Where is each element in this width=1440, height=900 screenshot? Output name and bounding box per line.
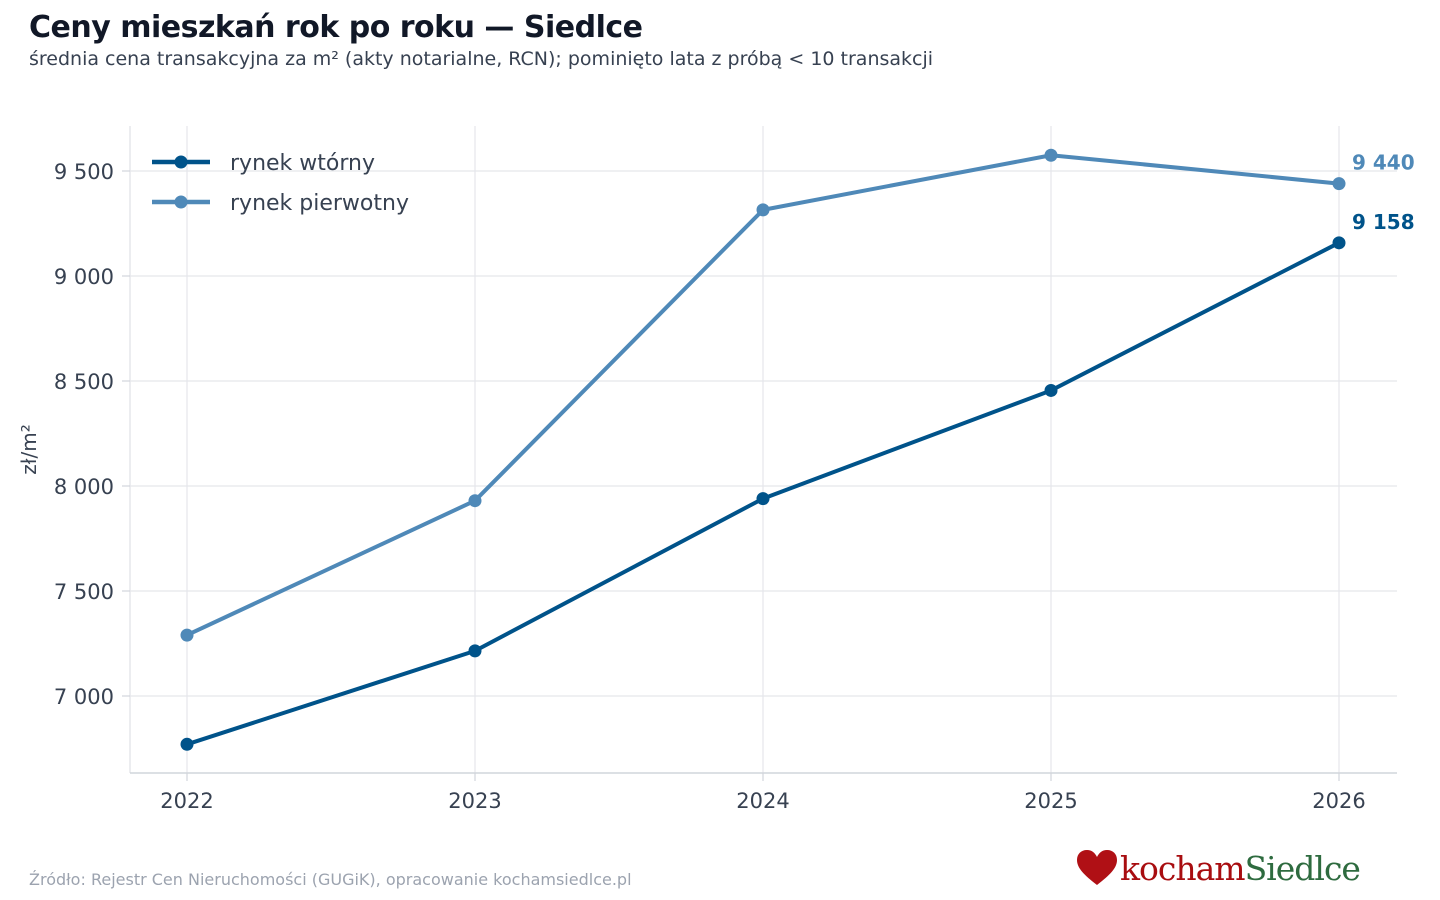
brand-logo[interactable]: kocham Siedlce xyxy=(1076,846,1361,890)
legend: rynek wtórny rynek pierwotny xyxy=(152,151,409,216)
data-point xyxy=(756,203,770,217)
legend-swatch-marker xyxy=(174,195,188,209)
y-tick-label: 9 500 xyxy=(54,160,114,184)
y-tick-label: 7 500 xyxy=(54,580,114,604)
end-value-label: 9 158 xyxy=(1352,210,1415,234)
data-point xyxy=(180,737,194,751)
data-point xyxy=(1332,236,1346,250)
y-tick-label: 8 000 xyxy=(54,475,114,499)
legend-label: rynek wtórny xyxy=(230,151,375,176)
legend-swatch-marker xyxy=(174,155,188,169)
heart-icon xyxy=(1077,850,1117,885)
end-value-label: 9 440 xyxy=(1352,151,1415,175)
y-tick-label: 8 500 xyxy=(54,370,114,394)
y-tick-label: 9 000 xyxy=(54,265,114,289)
brand-word-kocham: kocham xyxy=(1120,848,1246,888)
y-axis-label: zł/m² xyxy=(17,424,41,474)
data-point xyxy=(180,628,194,642)
x-tick-label: 2023 xyxy=(448,789,501,813)
series-group: 9 440 9 158 xyxy=(180,148,1415,751)
x-tick-label: 2022 xyxy=(160,789,213,813)
x-tick-label: 2025 xyxy=(1024,789,1077,813)
legend-label: rynek pierwotny xyxy=(230,191,409,216)
source-note: Źródło: Rejestr Cen Nieruchomości (GUGiK… xyxy=(29,870,632,889)
brand-word-siedlce: Siedlce xyxy=(1244,848,1361,888)
data-point xyxy=(756,492,770,506)
data-point xyxy=(1044,383,1058,397)
chart-title: Ceny mieszkań rok po roku — Siedlce xyxy=(29,10,643,45)
x-axis-ticks: 2022 2023 2024 2025 2026 xyxy=(160,773,1366,813)
data-point xyxy=(468,494,482,508)
data-point xyxy=(468,644,482,658)
chart-subtitle: średnia cena transakcyjna za m² (akty no… xyxy=(29,48,934,70)
y-axis-ticks: 7 000 7 500 8 000 8 500 9 000 9 500 xyxy=(54,160,130,709)
y-tick-label: 7 000 xyxy=(54,685,114,709)
x-tick-label: 2026 xyxy=(1312,789,1365,813)
data-point xyxy=(1332,177,1346,191)
data-point xyxy=(1044,148,1058,162)
x-tick-label: 2024 xyxy=(736,789,789,813)
grid xyxy=(130,126,1397,773)
